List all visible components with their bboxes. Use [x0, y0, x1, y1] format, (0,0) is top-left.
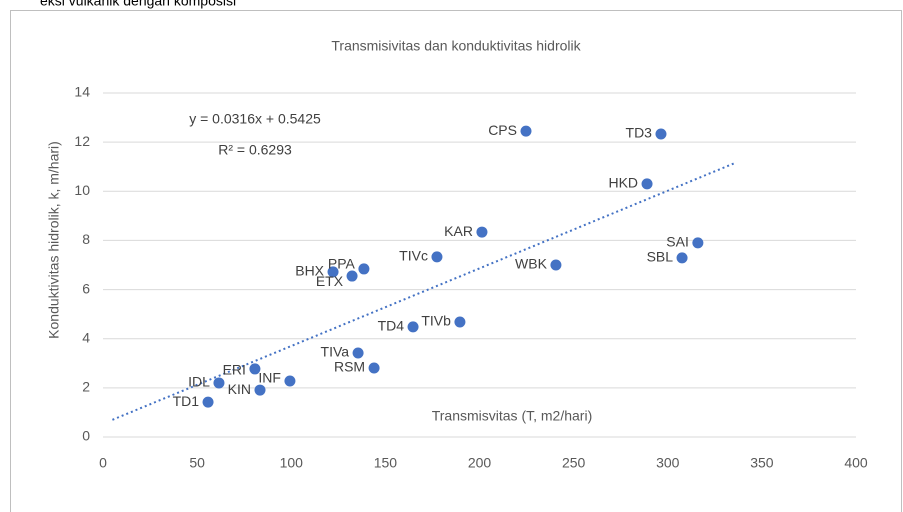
- trend-equation: y = 0.0316x + 0.5425: [189, 111, 321, 127]
- point-label: WBK: [515, 256, 548, 272]
- point: [655, 128, 667, 140]
- y-tick-label: 8: [82, 231, 90, 247]
- point-label: TIVb: [421, 313, 451, 329]
- chart-title: Transmisivitas dan konduktivitas hidroli…: [331, 38, 581, 54]
- point: [641, 178, 653, 190]
- point-label: TIVc: [399, 248, 428, 264]
- x-tick-label: 150: [374, 455, 398, 471]
- point: [249, 363, 261, 375]
- point: [254, 384, 266, 396]
- point-label: SBL: [647, 249, 674, 265]
- point: [550, 259, 562, 271]
- point: [368, 362, 380, 374]
- point-label: ERI: [223, 362, 246, 378]
- y-tick-label: 4: [82, 329, 90, 345]
- point-label: PPA: [328, 256, 356, 272]
- point: [327, 266, 339, 278]
- point-label: HKD: [608, 175, 638, 191]
- point: [692, 237, 704, 249]
- point: [202, 396, 214, 408]
- y-tick-label: 0: [82, 428, 90, 444]
- point-label: KIN: [228, 381, 251, 397]
- point-label: CPS: [488, 122, 517, 138]
- point: [284, 375, 296, 387]
- y-tick-label: 6: [82, 280, 90, 296]
- point: [352, 347, 364, 359]
- chart-frame: [10, 10, 902, 512]
- x-tick-label: 200: [468, 455, 492, 471]
- x-tick-label: 300: [656, 455, 680, 471]
- point-label: KAR: [444, 223, 473, 239]
- y-axis-title: Konduktivitas hidrolik, k, m/hari): [46, 141, 62, 339]
- point-label: INF: [258, 370, 281, 386]
- point-label: TD1: [173, 393, 200, 409]
- point: [676, 252, 688, 264]
- y-tick-label: 12: [74, 133, 90, 149]
- point: [431, 251, 443, 263]
- point-label: TD4: [378, 318, 405, 334]
- point-label: TD3: [626, 125, 653, 141]
- point-label: IDL: [188, 374, 210, 390]
- point-label: ETX: [316, 273, 344, 289]
- point: [454, 316, 466, 328]
- x-tick-label: 250: [562, 455, 586, 471]
- x-axis-title: Transmisvitas (T, m2/hari): [432, 408, 593, 424]
- x-tick-label: 400: [844, 455, 868, 471]
- y-tick-label: 2: [82, 379, 90, 395]
- x-tick-label: 0: [99, 455, 107, 471]
- point-label: RSM: [334, 359, 365, 375]
- point: [407, 321, 419, 333]
- point: [358, 263, 370, 275]
- point: [520, 125, 532, 137]
- page-text-fragment: eksi vulkanik dengan komposisi: [40, 0, 236, 9]
- point-label: TIVa: [321, 344, 350, 360]
- point: [476, 226, 488, 238]
- trend-r-squared: R² = 0.6293: [218, 142, 292, 158]
- point: [213, 377, 225, 389]
- x-tick-label: 350: [750, 455, 774, 471]
- x-tick-label: 100: [280, 455, 304, 471]
- y-tick-label: 14: [74, 84, 90, 100]
- trendline: [112, 161, 736, 421]
- x-tick-label: 50: [189, 455, 205, 471]
- point-label: BHX: [295, 263, 324, 279]
- y-tick-label: 10: [74, 182, 90, 198]
- point-label: SAI: [666, 234, 689, 250]
- point: [346, 270, 358, 282]
